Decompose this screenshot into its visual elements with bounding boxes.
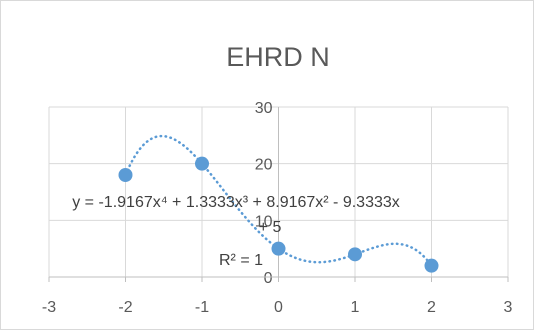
y-tick-label: 30 [255, 100, 273, 117]
x-tick-label: -2 [118, 299, 132, 316]
trendline-equation: y = -1.9167x⁴ + 1.3333x³ + 8.9167x² - 9.… [72, 194, 400, 211]
y-tick-label: 0 [264, 270, 273, 287]
data-point [118, 168, 133, 182]
x-tick-label: 2 [427, 299, 436, 316]
r-squared-label: R² = 1 [219, 252, 263, 269]
y-tick-label: 10 [255, 213, 273, 230]
data-point [271, 241, 286, 256]
data-point [195, 156, 209, 171]
data-points [118, 156, 439, 273]
trendline-labels: y = -1.9167x⁴ + 1.3333x³ + 8.9167x² - 9.… [72, 194, 400, 269]
x-tick-label: 1 [351, 299, 360, 316]
data-point [348, 247, 362, 262]
y-tick-label: 20 [255, 157, 273, 174]
x-tick-label: -1 [195, 299, 209, 316]
x-tick-label: -3 [42, 299, 56, 316]
trendline-equation-constant: + 5 [259, 219, 282, 236]
data-point [424, 258, 439, 273]
x-tick-label: 3 [504, 299, 513, 316]
x-tick-label: 0 [274, 299, 283, 316]
chart-title: EHRD N [226, 42, 330, 72]
